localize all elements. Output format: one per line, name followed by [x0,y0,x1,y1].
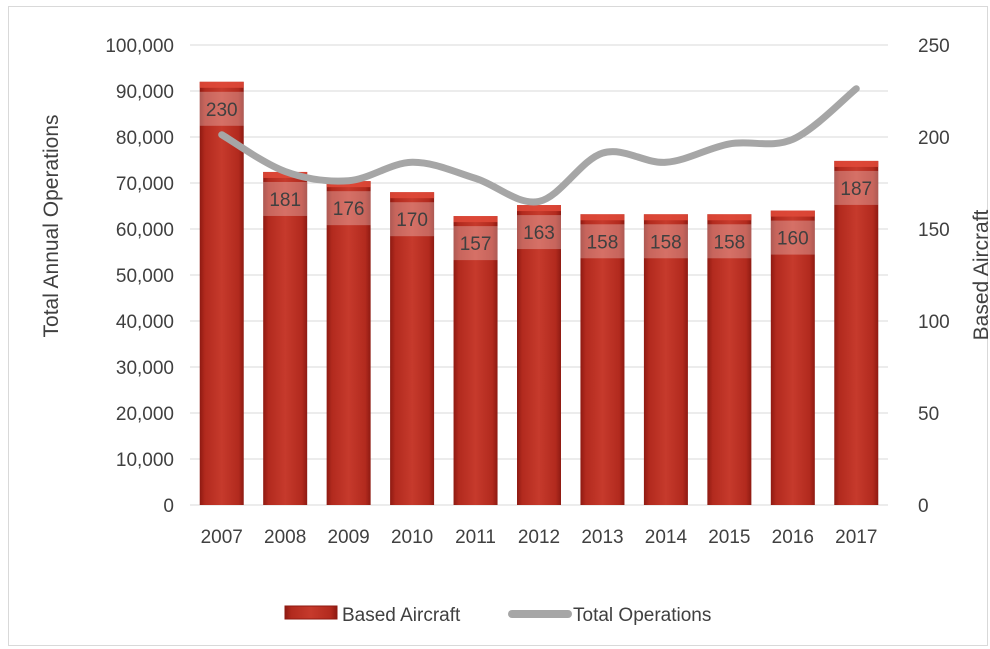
right-axis-title: Based Aircraft [970,209,990,340]
data-label: 170 [396,210,428,231]
bar-cap [390,192,435,199]
data-label: 158 [714,232,746,253]
bar [390,192,435,505]
line-series [218,85,860,206]
bar [453,216,498,505]
bar [517,205,561,505]
bar-cap [643,214,688,221]
bar-series: 230 181 176 170 157 163 158 158 158 160 187 [199,81,879,506]
data-label-box [643,224,688,259]
left-axis-title: Total Annual Operations [40,115,63,338]
bar [580,214,625,505]
bar [707,214,752,505]
legend-line-label: Total Operations [573,605,711,626]
right-tick-label: 0 [918,496,929,517]
data-label: 187 [840,179,872,200]
right-tick-label: 150 [918,220,950,241]
bar [834,160,879,506]
bar [643,214,688,505]
x-tick-label: 2010 [391,527,433,548]
legend: Based Aircraft Total Operations [284,605,711,626]
x-tick-label: 2014 [645,527,688,548]
data-label-box [326,191,371,226]
bar-cap [580,214,625,221]
x-tick-label: 2017 [835,527,877,548]
bar-cap [834,160,879,167]
left-tick-label: 60,000 [116,220,174,241]
x-tick-label: 2007 [201,527,243,548]
x-tick-label: 2008 [264,527,306,548]
data-label-box [199,91,244,126]
x-tick-label: 2011 [455,527,496,548]
bar-cap [453,216,498,223]
left-tick-label: 80,000 [116,128,174,149]
data-label-box [453,226,498,261]
data-label: 158 [587,232,619,253]
chart-frame [8,6,988,646]
right-axis-ticks: 0 50 100 150 200 250 [918,36,950,517]
left-tick-label: 90,000 [116,82,174,103]
x-tick-label: 2012 [518,527,560,548]
left-tick-label: 50,000 [116,266,174,287]
left-tick-label: 0 [163,496,174,517]
data-label: 163 [523,223,555,244]
legend-bar-swatch [284,605,338,620]
bar-cap [707,214,752,221]
left-tick-label: 100,000 [105,36,174,57]
data-label-box [390,202,435,237]
x-tick-label: 2016 [772,527,814,548]
data-label-box [770,220,815,255]
bar-cap [517,205,561,212]
data-label: 181 [269,190,301,211]
right-tick-label: 100 [918,312,950,333]
right-tick-label: 50 [918,404,939,425]
bar-cap [770,210,815,217]
data-label: 157 [460,234,492,255]
data-label: 176 [333,199,365,220]
bar [199,81,244,506]
bar [770,210,815,505]
data-label-box [707,224,752,259]
left-tick-label: 10,000 [116,450,174,471]
left-axis-ticks: 0 10,000 20,000 30,000 40,000 50,000 60,000 70,… [105,36,174,517]
legend-bar-label: Based Aircraft [342,605,461,626]
right-tick-label: 200 [918,128,950,149]
data-label-box [263,181,308,216]
left-tick-label: 30,000 [116,358,174,379]
total-operations-line [218,85,860,206]
data-label-box [517,215,561,250]
data-label-box [580,224,625,259]
left-tick-label: 20,000 [116,404,174,425]
x-tick-label: 2015 [708,527,750,548]
data-label: 160 [777,229,809,250]
x-axis-ticks: 2007 2008 2009 2010 2011 2012 2013 2014 2015 2016… [201,527,878,548]
bar [263,171,308,505]
right-tick-label: 250 [918,36,950,57]
bar-cap [199,81,244,88]
x-tick-label: 2009 [327,527,369,548]
data-label-box [834,170,879,205]
x-tick-label: 2013 [581,527,623,548]
bar [326,181,371,505]
left-tick-label: 70,000 [116,174,174,195]
left-tick-label: 40,000 [116,312,174,333]
data-label: 230 [206,100,238,121]
data-label: 158 [650,232,682,253]
